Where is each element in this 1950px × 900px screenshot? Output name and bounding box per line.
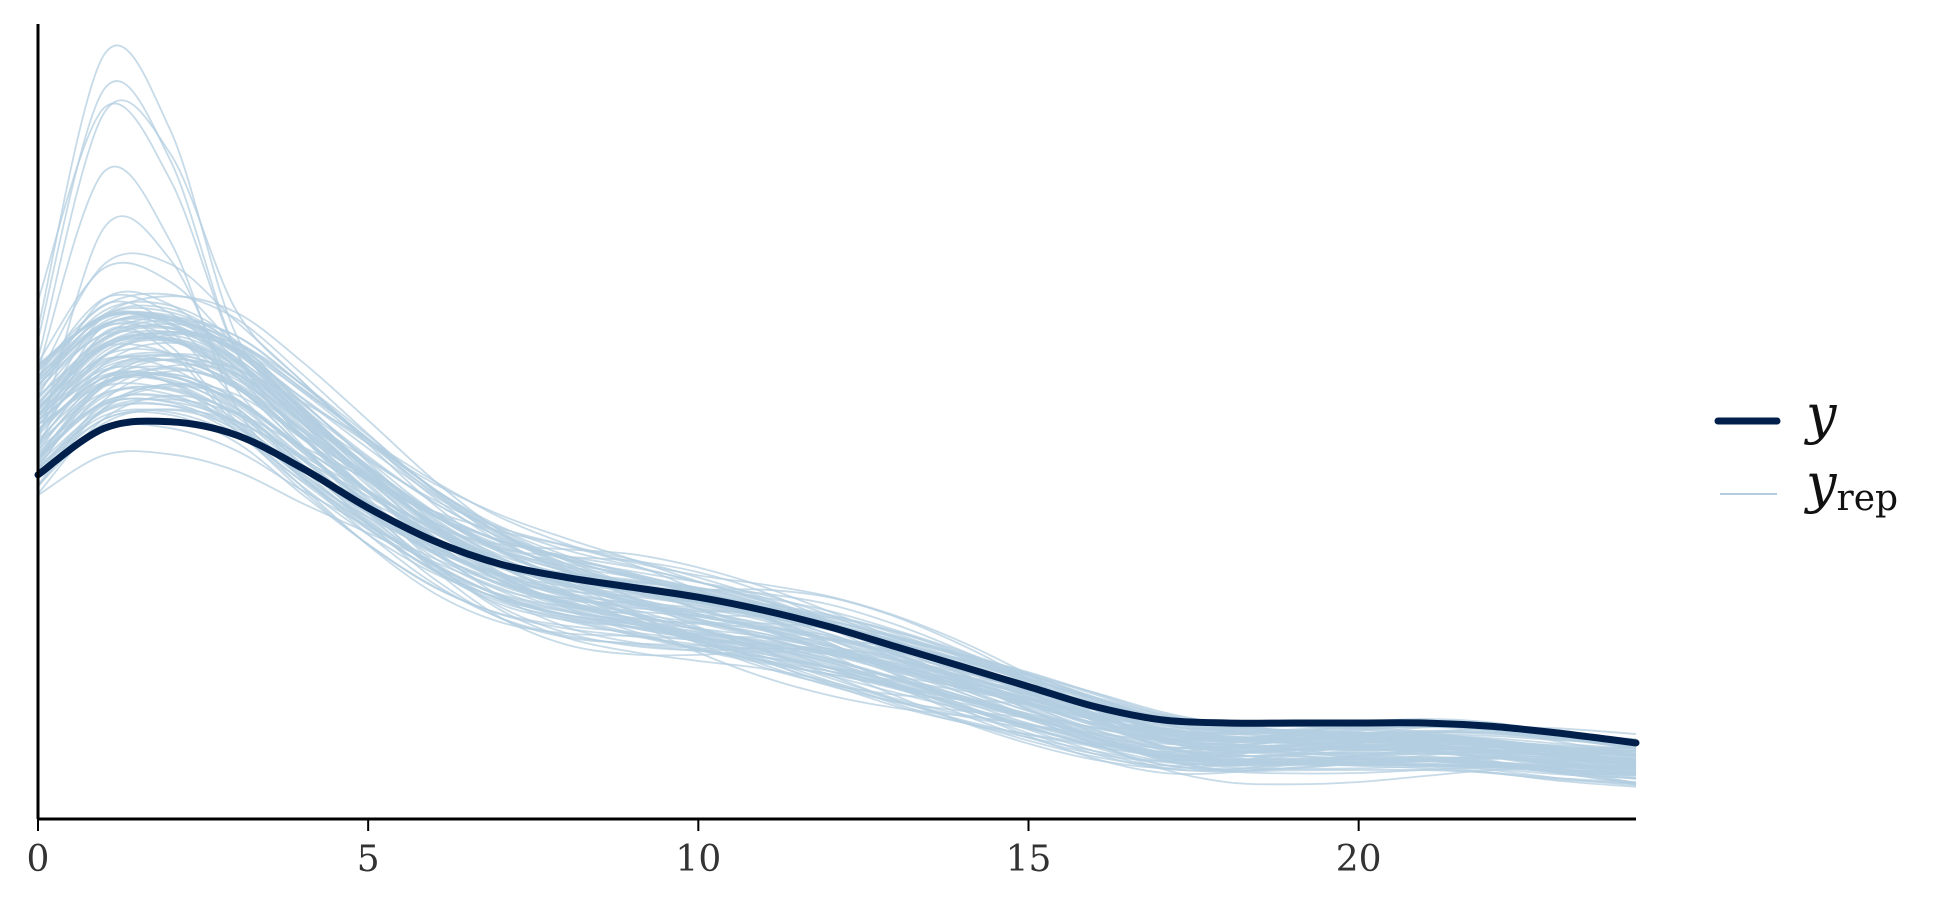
y-rep-curve — [37, 353, 1637, 772]
x-tick-label: 5 — [357, 839, 380, 880]
y-rep-curve — [37, 365, 1637, 776]
legend-label-y-rep: yrep — [1804, 452, 1898, 519]
y-rep-curve — [37, 410, 1637, 784]
plot-area — [34, 44, 1640, 788]
x-tick-label: 15 — [1006, 839, 1052, 880]
y-rep-curve — [37, 358, 1637, 753]
y-rep-curve — [37, 354, 1637, 750]
y-rep-curve — [37, 365, 1637, 766]
y-rep-curve — [37, 393, 1637, 777]
y-rep-curve — [37, 450, 1637, 786]
y-rep-curve — [37, 300, 1637, 764]
x-axis-ticks: 0 5 10 15 20 — [27, 819, 1382, 880]
x-tick-label: 0 — [27, 839, 50, 880]
y-rep-curve — [37, 316, 1637, 748]
x-tick-label: 10 — [675, 839, 721, 880]
legend: y yrep — [1714, 383, 1898, 519]
y-rep-curve — [37, 367, 1637, 756]
y-rep-curves — [37, 44, 1637, 788]
x-tick-label: 20 — [1336, 839, 1382, 880]
y-rep-curve — [37, 372, 1637, 771]
y-rep-curve — [37, 371, 1637, 760]
y-rep-curve — [37, 310, 1637, 750]
legend-label-y-rep-symbol: y — [1804, 452, 1838, 515]
y-rep-curve — [37, 292, 1637, 749]
y-rep-curve — [37, 382, 1637, 766]
series-line-y — [34, 417, 1640, 747]
legend-label-y: y — [1804, 383, 1838, 446]
y-rep-curve — [37, 351, 1637, 757]
legend-label-y-rep-subscript: rep — [1837, 478, 1899, 519]
